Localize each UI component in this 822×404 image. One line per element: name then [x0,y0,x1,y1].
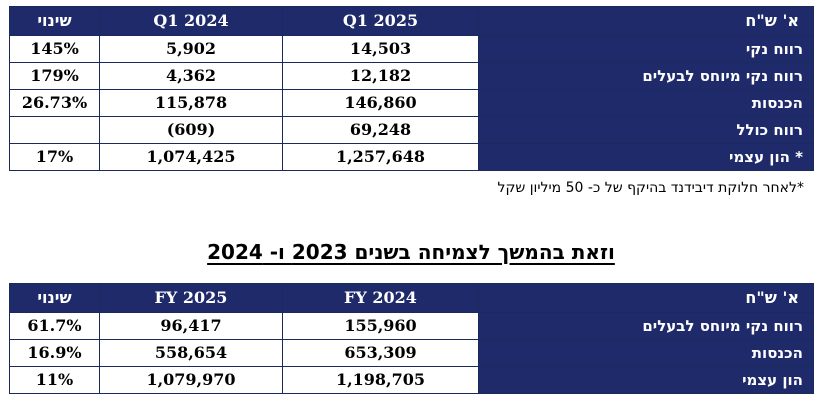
cell-fy-2025: 558,654 [99,339,283,367]
cell-q1-2024: 5,902 [99,35,283,63]
cell-q1-2025: 69,248 [282,116,479,144]
header-q1-2025: Q1 2025 [282,6,479,36]
header-currency-unit: א' ש"ח [478,6,814,36]
cell-change: 179% [9,62,100,90]
cell-change [9,116,100,144]
table-header-row: שינוי FY 2025 FY 2024 א' ש"ח [9,283,814,313]
table-row: 16.9% 558,654 653,309 הכנסות [9,339,814,367]
header-fy-2024: FY 2024 [282,283,479,313]
cell-q1-2024: (609) [99,116,283,144]
cell-change: 17% [9,143,100,171]
cell-q1-2025: 14,503 [282,35,479,63]
growth-subtitle: וזאת בהמשך לצמיחה בשנים 2023 ו- 2024 [0,240,822,264]
cell-q1-2024: 115,878 [99,89,283,117]
cell-q1-2025: 146,860 [282,89,479,117]
row-label: הון עצמי * [478,143,814,171]
table-row: 17% 1,074,425 1,257,648 הון עצמי * [9,143,814,171]
table-row: (609) 69,248 רווח כולל [9,116,814,144]
cell-change: 145% [9,35,100,63]
table-row: 179% 4,362 12,182 רווח נקי מיוחס לבעלים [9,62,814,90]
table-row: 26.73% 115,878 146,860 הכנסות [9,89,814,117]
cell-q1-2024: 1,074,425 [99,143,283,171]
cell-change: 61.7% [9,312,100,340]
cell-q1-2025: 1,257,648 [282,143,479,171]
row-label: הכנסות [478,89,814,117]
cell-fy-2025: 96,417 [99,312,283,340]
row-label: הכנסות [478,339,814,367]
row-label: רווח נקי מיוחס לבעלים [478,62,814,90]
header-change: שינוי [9,6,100,36]
table-row: 145% 5,902 14,503 רווח נקי [9,35,814,63]
header-fy-2025: FY 2025 [99,283,283,313]
table-header-row: שינוי Q1 2024 Q1 2025 א' ש"ח [9,6,814,36]
row-label: רווח נקי [478,35,814,63]
cell-change: 16.9% [9,339,100,367]
cell-fy-2024: 1,198,705 [282,366,479,394]
cell-fy-2024: 653,309 [282,339,479,367]
q1-results-table: שינוי Q1 2024 Q1 2025 א' ש"ח 145% 5,902 … [9,6,814,171]
table-row: 11% 1,079,970 1,198,705 הון עצמי [9,366,814,394]
row-label: רווח נקי מיוחס לבעלים [478,312,814,340]
table-row: 61.7% 96,417 155,960 רווח נקי מיוחס לבעל… [9,312,814,340]
header-change: שינוי [9,283,100,313]
cell-fy-2025: 1,079,970 [99,366,283,394]
cell-change: 26.73% [9,89,100,117]
header-currency-unit: א' ש"ח [478,283,814,313]
cell-q1-2025: 12,182 [282,62,479,90]
row-label: רווח כולל [478,116,814,144]
growth-subtitle-text: וזאת בהמשך לצמיחה בשנים 2023 ו- 2024 [207,240,615,264]
header-q1-2024: Q1 2024 [99,6,283,36]
cell-fy-2024: 155,960 [282,312,479,340]
cell-q1-2024: 4,362 [99,62,283,90]
fy-results-table: שינוי FY 2025 FY 2024 א' ש"ח 61.7% 96,41… [9,283,814,394]
cell-change: 11% [9,366,100,394]
dividend-footnote: *לאחר חלוקת דיבידנד בהיקף של כ- 50 מיליו… [497,180,804,196]
row-label: הון עצמי [478,366,814,394]
